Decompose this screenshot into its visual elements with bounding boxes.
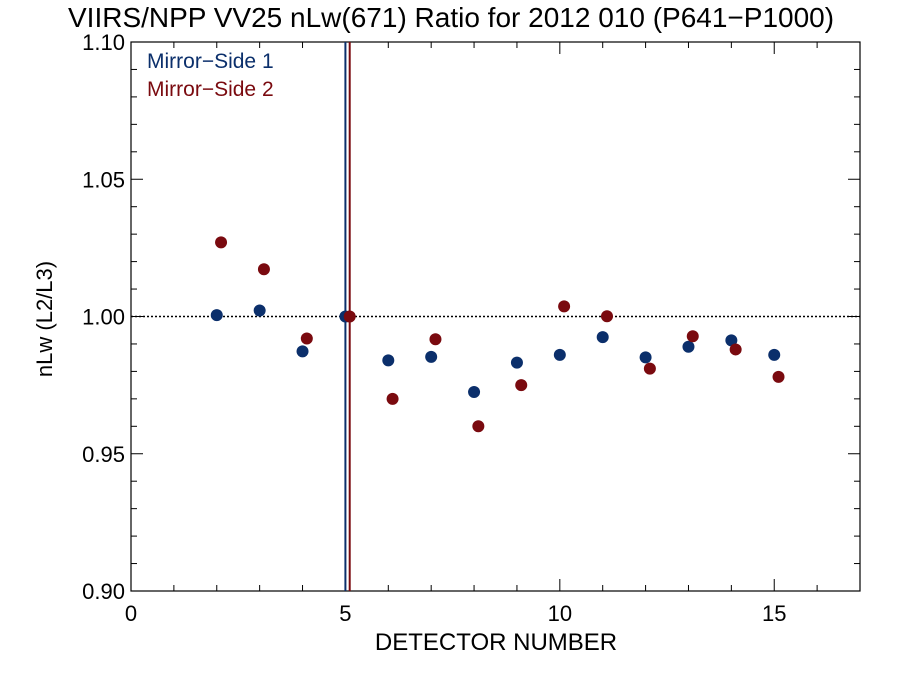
data-point	[639, 351, 652, 364]
data-point	[682, 340, 695, 353]
data-point	[558, 300, 571, 313]
data-point	[386, 392, 399, 405]
x-tick-label: 5	[339, 601, 351, 626]
y-tick-label: 1.00	[82, 305, 125, 330]
data-point	[725, 334, 738, 347]
data-point	[296, 345, 309, 358]
data-point	[515, 379, 528, 392]
data-point	[253, 304, 266, 317]
x-tick-label: 0	[125, 601, 137, 626]
y-tick-label: 1.10	[82, 30, 125, 55]
data-point	[472, 420, 485, 433]
data-point	[510, 356, 523, 369]
x-tick-label: 15	[762, 601, 786, 626]
data-point	[772, 370, 785, 383]
data-point	[257, 263, 270, 276]
data-point	[643, 362, 656, 375]
y-tick-label: 0.95	[82, 442, 125, 467]
data-point	[468, 385, 481, 398]
data-point	[343, 310, 356, 323]
data-point	[729, 343, 742, 356]
data-point	[215, 236, 228, 249]
data-point	[300, 332, 313, 345]
data-point	[382, 354, 395, 367]
data-point	[596, 331, 609, 344]
legend-entry: Mirror−Side 2	[147, 78, 274, 101]
series-1	[210, 304, 781, 398]
y-tick-label: 1.05	[82, 167, 125, 192]
chart-title: VIIRS/NPP VV25 nLw(671) Ratio for 2012 0…	[68, 2, 834, 33]
data-point	[425, 350, 438, 363]
data-point	[553, 348, 566, 361]
data-point	[768, 348, 781, 361]
data-point	[600, 310, 613, 323]
x-tick-label: 10	[548, 601, 572, 626]
data-point	[686, 330, 699, 343]
data-point	[429, 333, 442, 346]
x-axis-label: DETECTOR NUMBER	[375, 629, 617, 656]
data-point	[210, 309, 223, 322]
y-axis-label: nLw (L2/L3)	[32, 261, 57, 377]
legend-entry: Mirror−Side 1	[147, 50, 274, 73]
plot-area: 0 5 10 15 0.90 0.95 1.00 1.05 1.10 Mirror−Side 1 M…	[82, 30, 861, 626]
series-2	[215, 236, 785, 433]
y-tick-label: 0.90	[82, 579, 125, 604]
